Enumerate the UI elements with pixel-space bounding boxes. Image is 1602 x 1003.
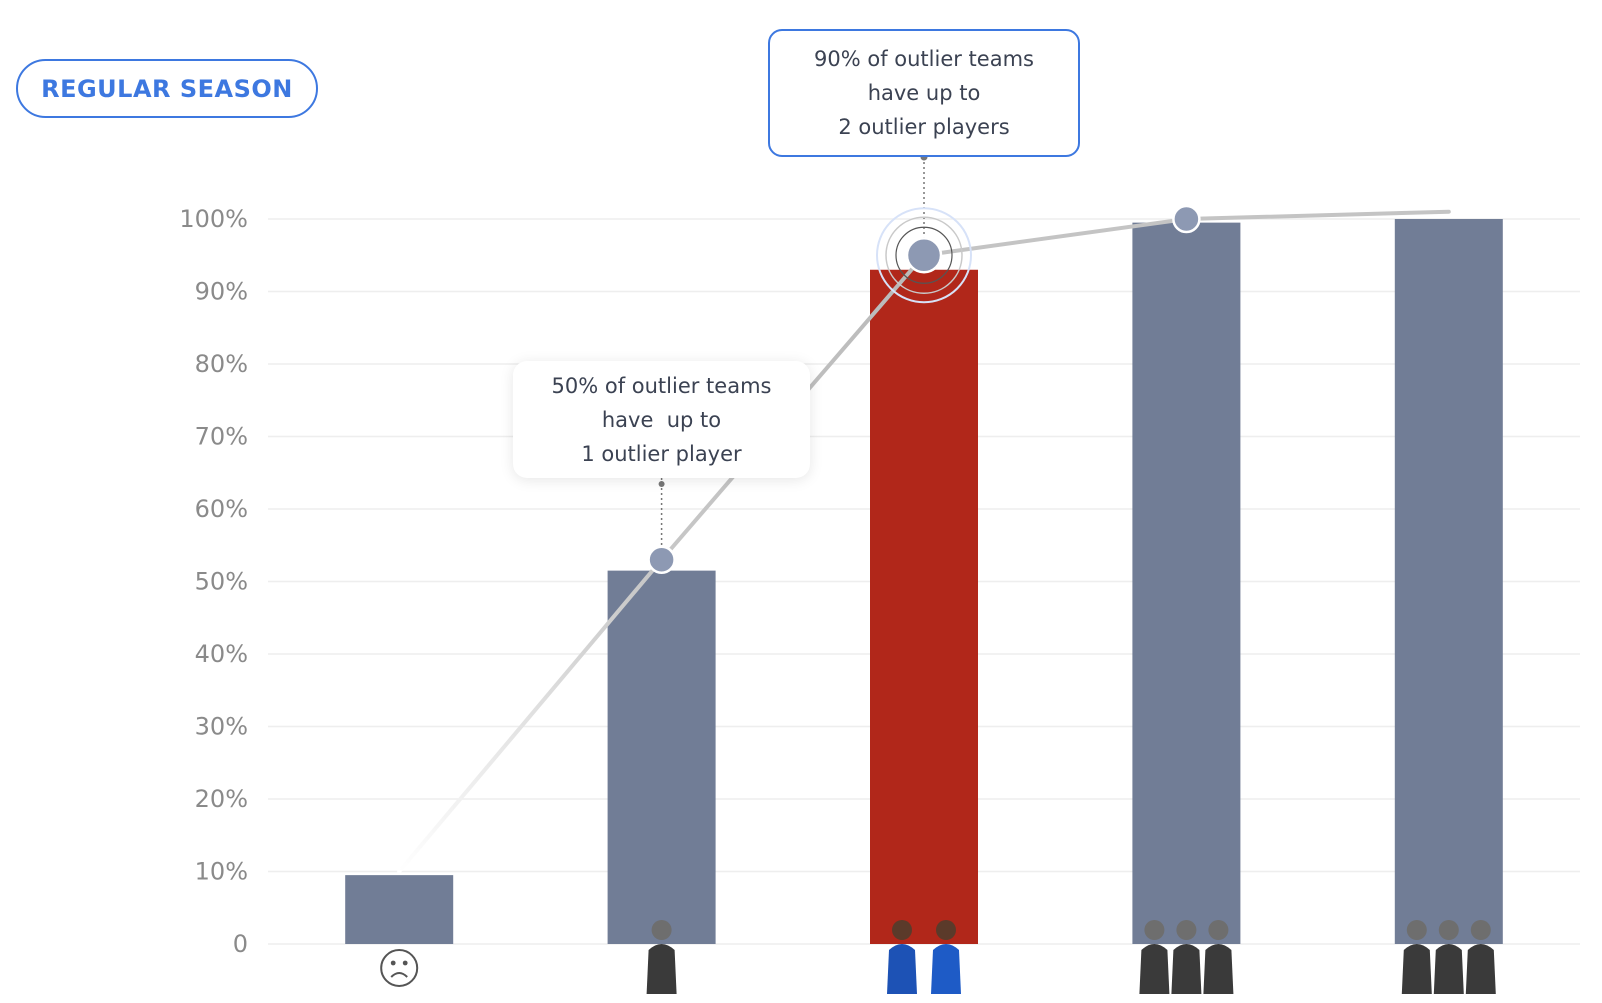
callout-two-line-3: 2 outlier players xyxy=(838,115,1010,139)
callout-two-line-2: have up to xyxy=(867,81,981,105)
callout-one-leader-dot xyxy=(658,481,665,487)
y-tick-label: 70% xyxy=(195,423,248,451)
highlight-ring-mid xyxy=(885,216,963,294)
highlight-ring-outer xyxy=(876,207,972,304)
y-tick-label: 60% xyxy=(195,495,248,523)
y-tick-label: 20% xyxy=(195,785,248,813)
y-tick-label: 50% xyxy=(195,568,248,596)
callout-one-line-2: have up to xyxy=(601,407,722,432)
line-marker xyxy=(905,237,943,274)
y-tick-label: 10% xyxy=(195,858,248,886)
callout-one-player: 50% of outlier teams have up to 1 outlie… xyxy=(513,361,810,478)
bar xyxy=(607,570,716,944)
callout-one-line-1: 50% of outlier teams xyxy=(551,373,772,398)
callout-one-line-3: 1 outlier player xyxy=(581,441,742,466)
callout-two-line-1: 90% of outlier teams xyxy=(814,47,1034,71)
bar xyxy=(1132,222,1241,944)
bar xyxy=(1394,219,1503,944)
y-tick-label: 90% xyxy=(195,278,248,306)
bar xyxy=(345,875,454,944)
line-marker xyxy=(647,545,676,574)
sad-face-icon xyxy=(380,949,419,987)
player-photo-icon xyxy=(1401,920,1496,994)
y-tick-label: 30% xyxy=(195,713,248,741)
callout-two-players: 90% of outlier teams have up to 2 outlie… xyxy=(768,29,1080,157)
y-tick-label: 0 xyxy=(233,930,248,958)
highlight-ring-inner xyxy=(895,226,953,284)
player-photo-icon xyxy=(646,920,677,994)
y-tick-label: 40% xyxy=(195,640,248,668)
player-photo-icon xyxy=(887,920,961,994)
regular-season-button[interactable]: REGULAR SEASON xyxy=(16,59,318,118)
bar xyxy=(870,269,978,944)
y-tick-label: 100% xyxy=(179,205,248,233)
player-photo-icon xyxy=(1139,920,1234,994)
line-marker xyxy=(1172,204,1201,234)
regular-season-label: REGULAR SEASON xyxy=(41,74,293,103)
y-tick-label: 80% xyxy=(195,350,248,378)
